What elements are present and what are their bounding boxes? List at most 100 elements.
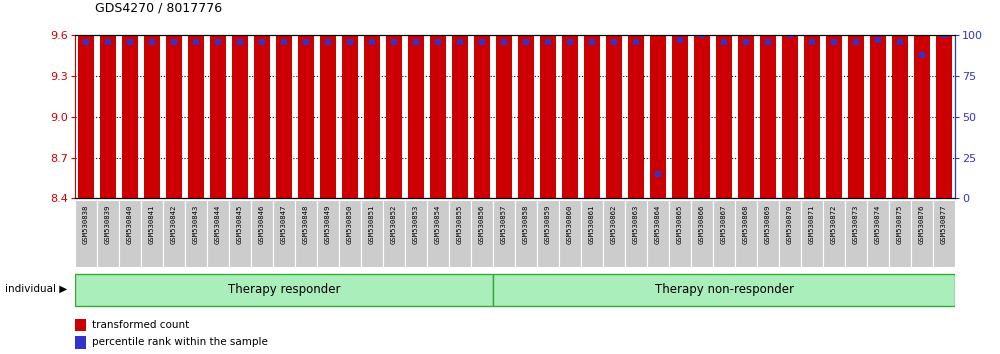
Point: [672, 38, 688, 43]
Bar: [625, 200, 647, 267]
Point: [870, 38, 886, 43]
Point: [144, 39, 160, 45]
Text: GSM530840: GSM530840: [127, 205, 133, 244]
Bar: [75, 319, 86, 331]
Text: GDS4270 / 8017776: GDS4270 / 8017776: [95, 1, 222, 14]
Bar: [493, 274, 955, 306]
Text: GSM530872: GSM530872: [831, 205, 837, 244]
Bar: [405, 200, 427, 267]
Point: [562, 39, 578, 45]
Bar: [694, 0, 710, 198]
Bar: [757, 200, 779, 267]
Bar: [867, 200, 889, 267]
Text: GSM530846: GSM530846: [259, 205, 265, 244]
Point: [166, 39, 182, 45]
Bar: [782, 0, 798, 198]
Point: [738, 39, 754, 45]
Bar: [691, 200, 713, 267]
Text: GSM530873: GSM530873: [853, 205, 859, 244]
Bar: [122, 0, 138, 198]
Bar: [515, 200, 537, 267]
Bar: [672, 0, 688, 198]
Bar: [251, 200, 273, 267]
Point: [364, 39, 380, 45]
Bar: [493, 200, 515, 267]
Bar: [166, 0, 182, 198]
Bar: [427, 200, 449, 267]
Bar: [606, 0, 622, 198]
Bar: [628, 0, 644, 198]
Text: GSM530876: GSM530876: [919, 205, 925, 244]
Text: GSM530863: GSM530863: [633, 205, 639, 244]
Bar: [933, 200, 955, 267]
Point: [804, 39, 820, 45]
Text: GSM530853: GSM530853: [413, 205, 419, 244]
Text: GSM530877: GSM530877: [941, 205, 947, 244]
Text: GSM530867: GSM530867: [721, 205, 727, 244]
Text: GSM530854: GSM530854: [435, 205, 441, 244]
Bar: [273, 200, 295, 267]
Bar: [449, 200, 471, 267]
Bar: [320, 0, 336, 198]
Text: individual ▶: individual ▶: [5, 284, 67, 293]
Point: [342, 39, 358, 45]
Bar: [650, 0, 666, 198]
Text: GSM530852: GSM530852: [391, 205, 397, 244]
Bar: [562, 0, 578, 198]
Text: GSM530858: GSM530858: [523, 205, 529, 244]
Bar: [185, 200, 207, 267]
Text: GSM530841: GSM530841: [149, 205, 155, 244]
Point: [276, 39, 292, 45]
Bar: [97, 200, 119, 267]
Text: GSM530865: GSM530865: [677, 205, 683, 244]
Text: Therapy non-responder: Therapy non-responder: [655, 283, 794, 296]
Point: [914, 52, 930, 58]
Text: percentile rank within the sample: percentile rank within the sample: [92, 337, 268, 347]
Point: [826, 39, 842, 45]
Point: [694, 33, 710, 38]
Text: GSM530851: GSM530851: [369, 205, 375, 244]
Point: [452, 39, 468, 45]
Text: GSM530864: GSM530864: [655, 205, 661, 244]
Bar: [386, 0, 402, 198]
Text: GSM530843: GSM530843: [193, 205, 199, 244]
Point: [606, 39, 622, 45]
Point: [496, 39, 512, 45]
Text: GSM530849: GSM530849: [325, 205, 331, 244]
Text: GSM530875: GSM530875: [897, 205, 903, 244]
Bar: [207, 200, 229, 267]
Bar: [452, 0, 468, 198]
Bar: [801, 200, 823, 267]
Bar: [75, 336, 86, 349]
Text: GSM530859: GSM530859: [545, 205, 551, 244]
Bar: [892, 0, 908, 198]
Bar: [540, 0, 556, 198]
Point: [386, 39, 402, 45]
Point: [474, 39, 490, 45]
Bar: [914, 0, 930, 198]
Text: GSM530855: GSM530855: [457, 205, 463, 244]
Bar: [339, 200, 361, 267]
Bar: [317, 200, 339, 267]
Bar: [848, 0, 864, 198]
Bar: [647, 200, 669, 267]
Bar: [408, 0, 424, 198]
Point: [232, 39, 248, 45]
Text: GSM530870: GSM530870: [787, 205, 793, 244]
Text: GSM530861: GSM530861: [589, 205, 595, 244]
Text: GSM530838: GSM530838: [83, 205, 89, 244]
Text: GSM530871: GSM530871: [809, 205, 815, 244]
Text: Therapy responder: Therapy responder: [228, 283, 340, 296]
Bar: [430, 0, 446, 198]
Bar: [779, 200, 801, 267]
Text: GSM530848: GSM530848: [303, 205, 309, 244]
Bar: [870, 0, 886, 198]
Bar: [581, 200, 603, 267]
Bar: [254, 0, 270, 198]
Bar: [471, 200, 493, 267]
Text: GSM530845: GSM530845: [237, 205, 243, 244]
Text: GSM530874: GSM530874: [875, 205, 881, 244]
Bar: [584, 0, 600, 198]
Point: [628, 39, 644, 45]
Bar: [735, 200, 757, 267]
